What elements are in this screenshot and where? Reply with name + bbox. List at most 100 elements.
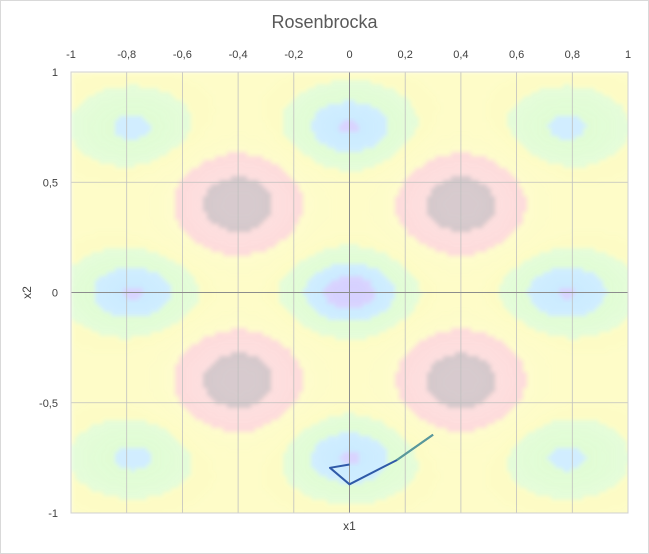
- contour-cell: [623, 72, 628, 77]
- contour-cell: [199, 192, 204, 197]
- contour-cell: [543, 128, 548, 133]
- contour-cell: [223, 168, 228, 173]
- contour-cell: [79, 124, 84, 129]
- contour-cell: [447, 124, 452, 129]
- contour-cell: [487, 208, 492, 213]
- contour-cell: [603, 168, 608, 173]
- contour-cell: [251, 140, 256, 145]
- contour-cell: [183, 124, 188, 129]
- contour-cell: [247, 76, 252, 81]
- contour-cell: [271, 140, 276, 145]
- contour-cell: [99, 116, 104, 121]
- contour-cell: [615, 112, 620, 117]
- contour-cell: [199, 152, 204, 157]
- contour-cell: [559, 172, 564, 177]
- contour-cell: [419, 156, 424, 161]
- contour-cell: [195, 212, 200, 217]
- contour-cell: [115, 92, 120, 97]
- contour-cell: [515, 200, 520, 205]
- contour-cell: [239, 84, 244, 89]
- contour-cell: [111, 188, 116, 193]
- contour-cell: [255, 168, 260, 173]
- contour-cell: [431, 168, 436, 173]
- contour-cell: [275, 204, 280, 209]
- contour-cell: [83, 188, 88, 193]
- contour-cell: [335, 136, 340, 141]
- contour-cell: [623, 148, 628, 153]
- contour-cell: [143, 204, 148, 209]
- contour-cell: [479, 104, 484, 109]
- contour-cell: [327, 92, 332, 97]
- contour-cell: [491, 136, 496, 141]
- contour-cell: [99, 156, 104, 161]
- contour-cell: [167, 116, 172, 121]
- contour-cell: [567, 192, 572, 197]
- contour-cell: [155, 76, 160, 81]
- contour-cell: [199, 124, 204, 129]
- contour-cell: [531, 96, 536, 101]
- contour-cell: [163, 192, 168, 197]
- contour-cell: [175, 80, 180, 85]
- contour-cell: [283, 124, 288, 129]
- contour-cell: [175, 112, 180, 117]
- contour-cell: [231, 212, 236, 217]
- contour-cell: [447, 164, 452, 169]
- contour-cell: [287, 152, 292, 157]
- contour-cell: [259, 200, 264, 205]
- contour-cell: [359, 76, 364, 81]
- contour-cell: [583, 96, 588, 101]
- contour-cell: [287, 164, 292, 169]
- contour-cell: [215, 172, 220, 177]
- contour-cell: [535, 72, 540, 77]
- contour-cell: [343, 208, 348, 213]
- contour-cell: [335, 100, 340, 105]
- contour-cell: [479, 96, 484, 101]
- contour-cell: [99, 124, 104, 129]
- contour-cell: [207, 88, 212, 93]
- contour-cell: [471, 156, 476, 161]
- contour-cell: [219, 176, 224, 181]
- contour-cell: [255, 148, 260, 153]
- contour-cell: [619, 160, 624, 165]
- contour-cell: [151, 156, 156, 161]
- contour-cell: [603, 132, 608, 137]
- contour-cell: [387, 80, 392, 85]
- contour-cell: [103, 72, 108, 77]
- contour-cell: [491, 204, 496, 209]
- contour-cell: [555, 72, 560, 77]
- contour-cell: [583, 152, 588, 157]
- contour-cell: [431, 156, 436, 161]
- contour-cell: [423, 72, 428, 77]
- contour-cell: [475, 100, 480, 105]
- contour-cell: [115, 124, 120, 129]
- contour-cell: [287, 72, 292, 77]
- contour-cell: [195, 184, 200, 189]
- contour-cell: [399, 204, 404, 209]
- contour-cell: [579, 188, 584, 193]
- contour-cell: [335, 156, 340, 161]
- contour-cell: [591, 204, 596, 209]
- contour-cell: [235, 208, 240, 213]
- contour-cell: [71, 184, 76, 189]
- contour-cell: [479, 148, 484, 153]
- contour-cell: [611, 96, 616, 101]
- contour-cell: [351, 96, 356, 101]
- contour-cell: [187, 176, 192, 181]
- contour-cell: [567, 148, 572, 153]
- contour-cell: [275, 188, 280, 193]
- contour-cell: [323, 108, 328, 113]
- contour-cell: [223, 156, 228, 161]
- contour-cell: [215, 88, 220, 93]
- contour-cell: [511, 124, 516, 129]
- contour-cell: [235, 72, 240, 77]
- contour-cell: [571, 80, 576, 85]
- contour-cell: [483, 124, 488, 129]
- contour-cell: [463, 116, 468, 121]
- contour-cell: [243, 124, 248, 129]
- contour-cell: [179, 208, 184, 213]
- contour-cell: [619, 100, 624, 105]
- contour-cell: [535, 172, 540, 177]
- contour-cell: [511, 184, 516, 189]
- contour-cell: [423, 96, 428, 101]
- contour-cell: [415, 200, 420, 205]
